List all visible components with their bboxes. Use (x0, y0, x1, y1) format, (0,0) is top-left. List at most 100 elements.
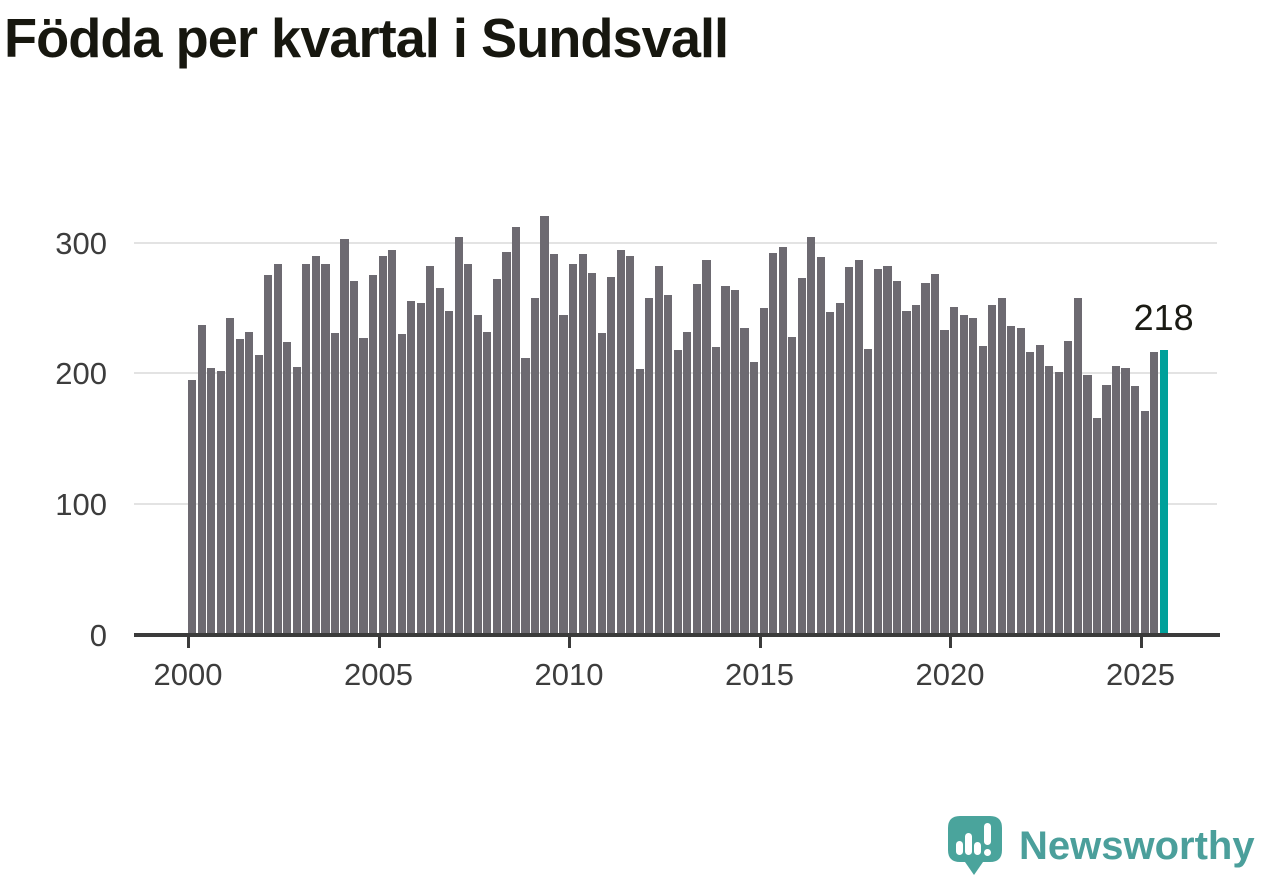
bar (235, 339, 244, 635)
x-axis-tick-label: 2015 (725, 657, 794, 692)
bar (930, 274, 940, 635)
bar (664, 295, 673, 635)
bar (711, 347, 721, 635)
bar (721, 286, 730, 635)
bar (473, 315, 482, 635)
bar (1007, 326, 1016, 635)
bar (559, 315, 568, 635)
bar (530, 298, 540, 635)
bar (959, 315, 968, 635)
y-axis-tick-label: 200 (55, 356, 107, 392)
bar (740, 328, 749, 635)
bar (511, 227, 521, 635)
bar (1140, 411, 1149, 635)
bar (540, 216, 549, 635)
bar (435, 288, 444, 635)
bar (816, 257, 825, 635)
x-axis-tick-label: 2000 (153, 657, 223, 692)
bar (359, 338, 368, 635)
x-axis-tick-label: 2005 (344, 657, 413, 692)
bar (1092, 418, 1102, 635)
bar (569, 264, 578, 635)
bar (302, 264, 311, 635)
bar (940, 330, 949, 635)
bar (349, 281, 359, 635)
bar (292, 367, 301, 635)
bar (921, 283, 930, 635)
bar (483, 332, 492, 635)
highlight-value-label: 218 (1133, 297, 1194, 338)
bar (311, 256, 320, 635)
bar (416, 303, 425, 635)
bar (426, 266, 435, 635)
bar (978, 346, 987, 635)
bar (797, 278, 806, 635)
bar (264, 275, 273, 635)
bar (397, 334, 406, 635)
bar (1064, 341, 1073, 635)
bar (826, 312, 835, 635)
bar (283, 342, 292, 635)
bar (854, 260, 863, 635)
bar (378, 256, 387, 635)
newsworthy-logo-icon (948, 816, 1002, 875)
bar (835, 303, 844, 635)
x-axis-line (134, 633, 1220, 637)
bar (807, 237, 816, 635)
bar (197, 325, 206, 635)
x-axis-tick-label: 2010 (534, 657, 604, 692)
bar (588, 273, 597, 635)
bar (1083, 375, 1092, 635)
bar (759, 308, 768, 635)
bar (1121, 368, 1130, 635)
bar (626, 256, 635, 635)
bar (273, 264, 282, 635)
bar (873, 269, 882, 635)
bar (892, 281, 902, 635)
bar (635, 369, 644, 635)
bar (988, 305, 997, 635)
bar (188, 380, 197, 635)
x-axis-tick (1139, 637, 1143, 648)
bar (911, 305, 921, 635)
bar (597, 333, 606, 635)
x-axis-tick (949, 637, 952, 648)
gridline-300 (134, 241, 1217, 244)
chart-title: Födda per kvartal i Sundsvall (4, 7, 729, 69)
x-axis-tick (568, 637, 571, 648)
bar (340, 239, 349, 635)
bar (730, 290, 740, 635)
bar (521, 358, 530, 635)
bar (702, 260, 711, 635)
bar (254, 355, 263, 635)
bar (549, 254, 559, 635)
bar (321, 264, 330, 635)
bar (1111, 366, 1121, 635)
x-axis-tick (187, 637, 190, 648)
bar (226, 318, 235, 635)
y-axis-tick-label: 300 (55, 225, 107, 261)
bar (950, 307, 959, 635)
bar (997, 298, 1006, 635)
bar (1016, 328, 1025, 635)
bar (1130, 386, 1140, 635)
bar (788, 337, 797, 635)
bar (778, 247, 787, 635)
bar (502, 252, 511, 635)
bar (616, 250, 625, 635)
bar (1150, 352, 1159, 635)
bar (883, 266, 892, 635)
x-axis-tick (758, 637, 762, 648)
x-axis-tick-label: 2020 (915, 657, 985, 692)
bar (1054, 372, 1063, 635)
bar (692, 284, 701, 635)
y-axis-tick-label: 100 (55, 487, 107, 523)
bar (492, 279, 501, 635)
bar (464, 264, 473, 635)
bar (969, 318, 978, 635)
bar (1102, 385, 1111, 635)
bar (445, 311, 454, 635)
bar (1026, 352, 1035, 635)
bar (454, 237, 463, 635)
